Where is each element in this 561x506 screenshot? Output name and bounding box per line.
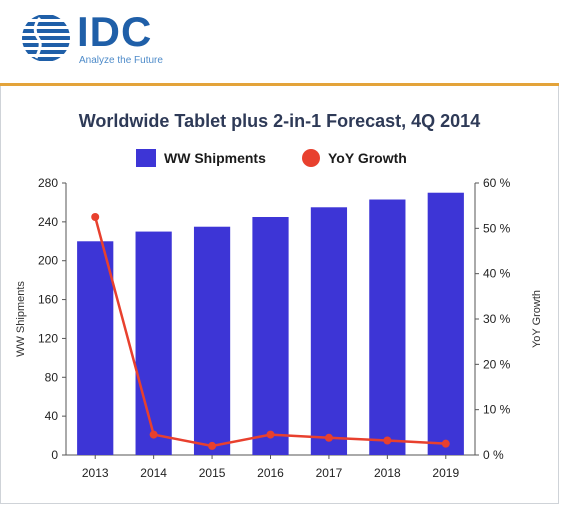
bar-2014 [135,231,172,455]
x-tick-label: 2019 [432,466,459,480]
x-tick-label: 2018 [374,466,401,480]
globe-logo-icon [22,14,70,62]
legend-dot-swatch [302,149,320,167]
brand-name: IDC [77,8,153,55]
bar-2017 [310,207,348,455]
chart-title: Worldwide Tablet plus 2-in-1 Forecast, 4… [78,111,481,131]
growth-point-2018 [383,436,392,445]
y2-tick-label: 50 % [483,221,511,235]
legend-item-shipments: WW Shipments [136,147,266,169]
bar-2018 [369,199,406,455]
legend-item-growth: YoY Growth [302,147,407,169]
x-tick-label: 2013 [82,466,109,480]
legend-bar-swatch [136,149,156,167]
y2-tick-label: 30 % [483,312,511,326]
x-tick-label: 2014 [140,466,167,480]
y-tick-label: 0 [51,448,58,462]
brand-tagline: Analyze the Future [79,55,163,66]
y2-tick-label: 10 % [483,403,511,417]
y-tick-label: 40 [45,409,59,423]
y-tick-label: 240 [38,215,58,229]
header-divider [0,83,559,86]
bar-2019 [427,192,464,455]
y-tick-label: 160 [38,293,58,307]
y2-tick-label: 60 % [483,176,511,190]
y2-tick-label: 40 % [483,267,511,281]
legend-label-shipments: WW Shipments [164,150,266,166]
bar-2013 [77,241,114,455]
growth-point-2013 [91,213,100,221]
y-tick-label: 280 [38,176,58,190]
y2-tick-label: 0 % [483,448,504,462]
growth-point-2014 [149,430,158,439]
y-axis-title: WW Shipments [15,281,27,357]
bar-2015 [193,226,231,455]
legend-label-growth: YoY Growth [328,150,407,166]
y-tick-label: 80 [45,370,59,384]
y2-axis-title: YoY Growth [531,290,543,348]
x-tick-label: 2015 [199,466,226,480]
growth-point-2019 [441,439,450,448]
y-tick-label: 200 [38,254,58,268]
bar-2016 [252,217,289,455]
y-tick-label: 120 [38,331,58,345]
y2-tick-label: 20 % [483,357,511,371]
header: IDC Analyze the Future [0,0,559,83]
chart-legend: WW Shipments YoY Growth [0,147,559,169]
growth-point-2015 [208,441,217,450]
x-tick-label: 2017 [316,466,343,480]
growth-point-2017 [324,433,333,442]
growth-point-2016 [266,430,275,439]
x-tick-label: 2016 [257,466,284,480]
